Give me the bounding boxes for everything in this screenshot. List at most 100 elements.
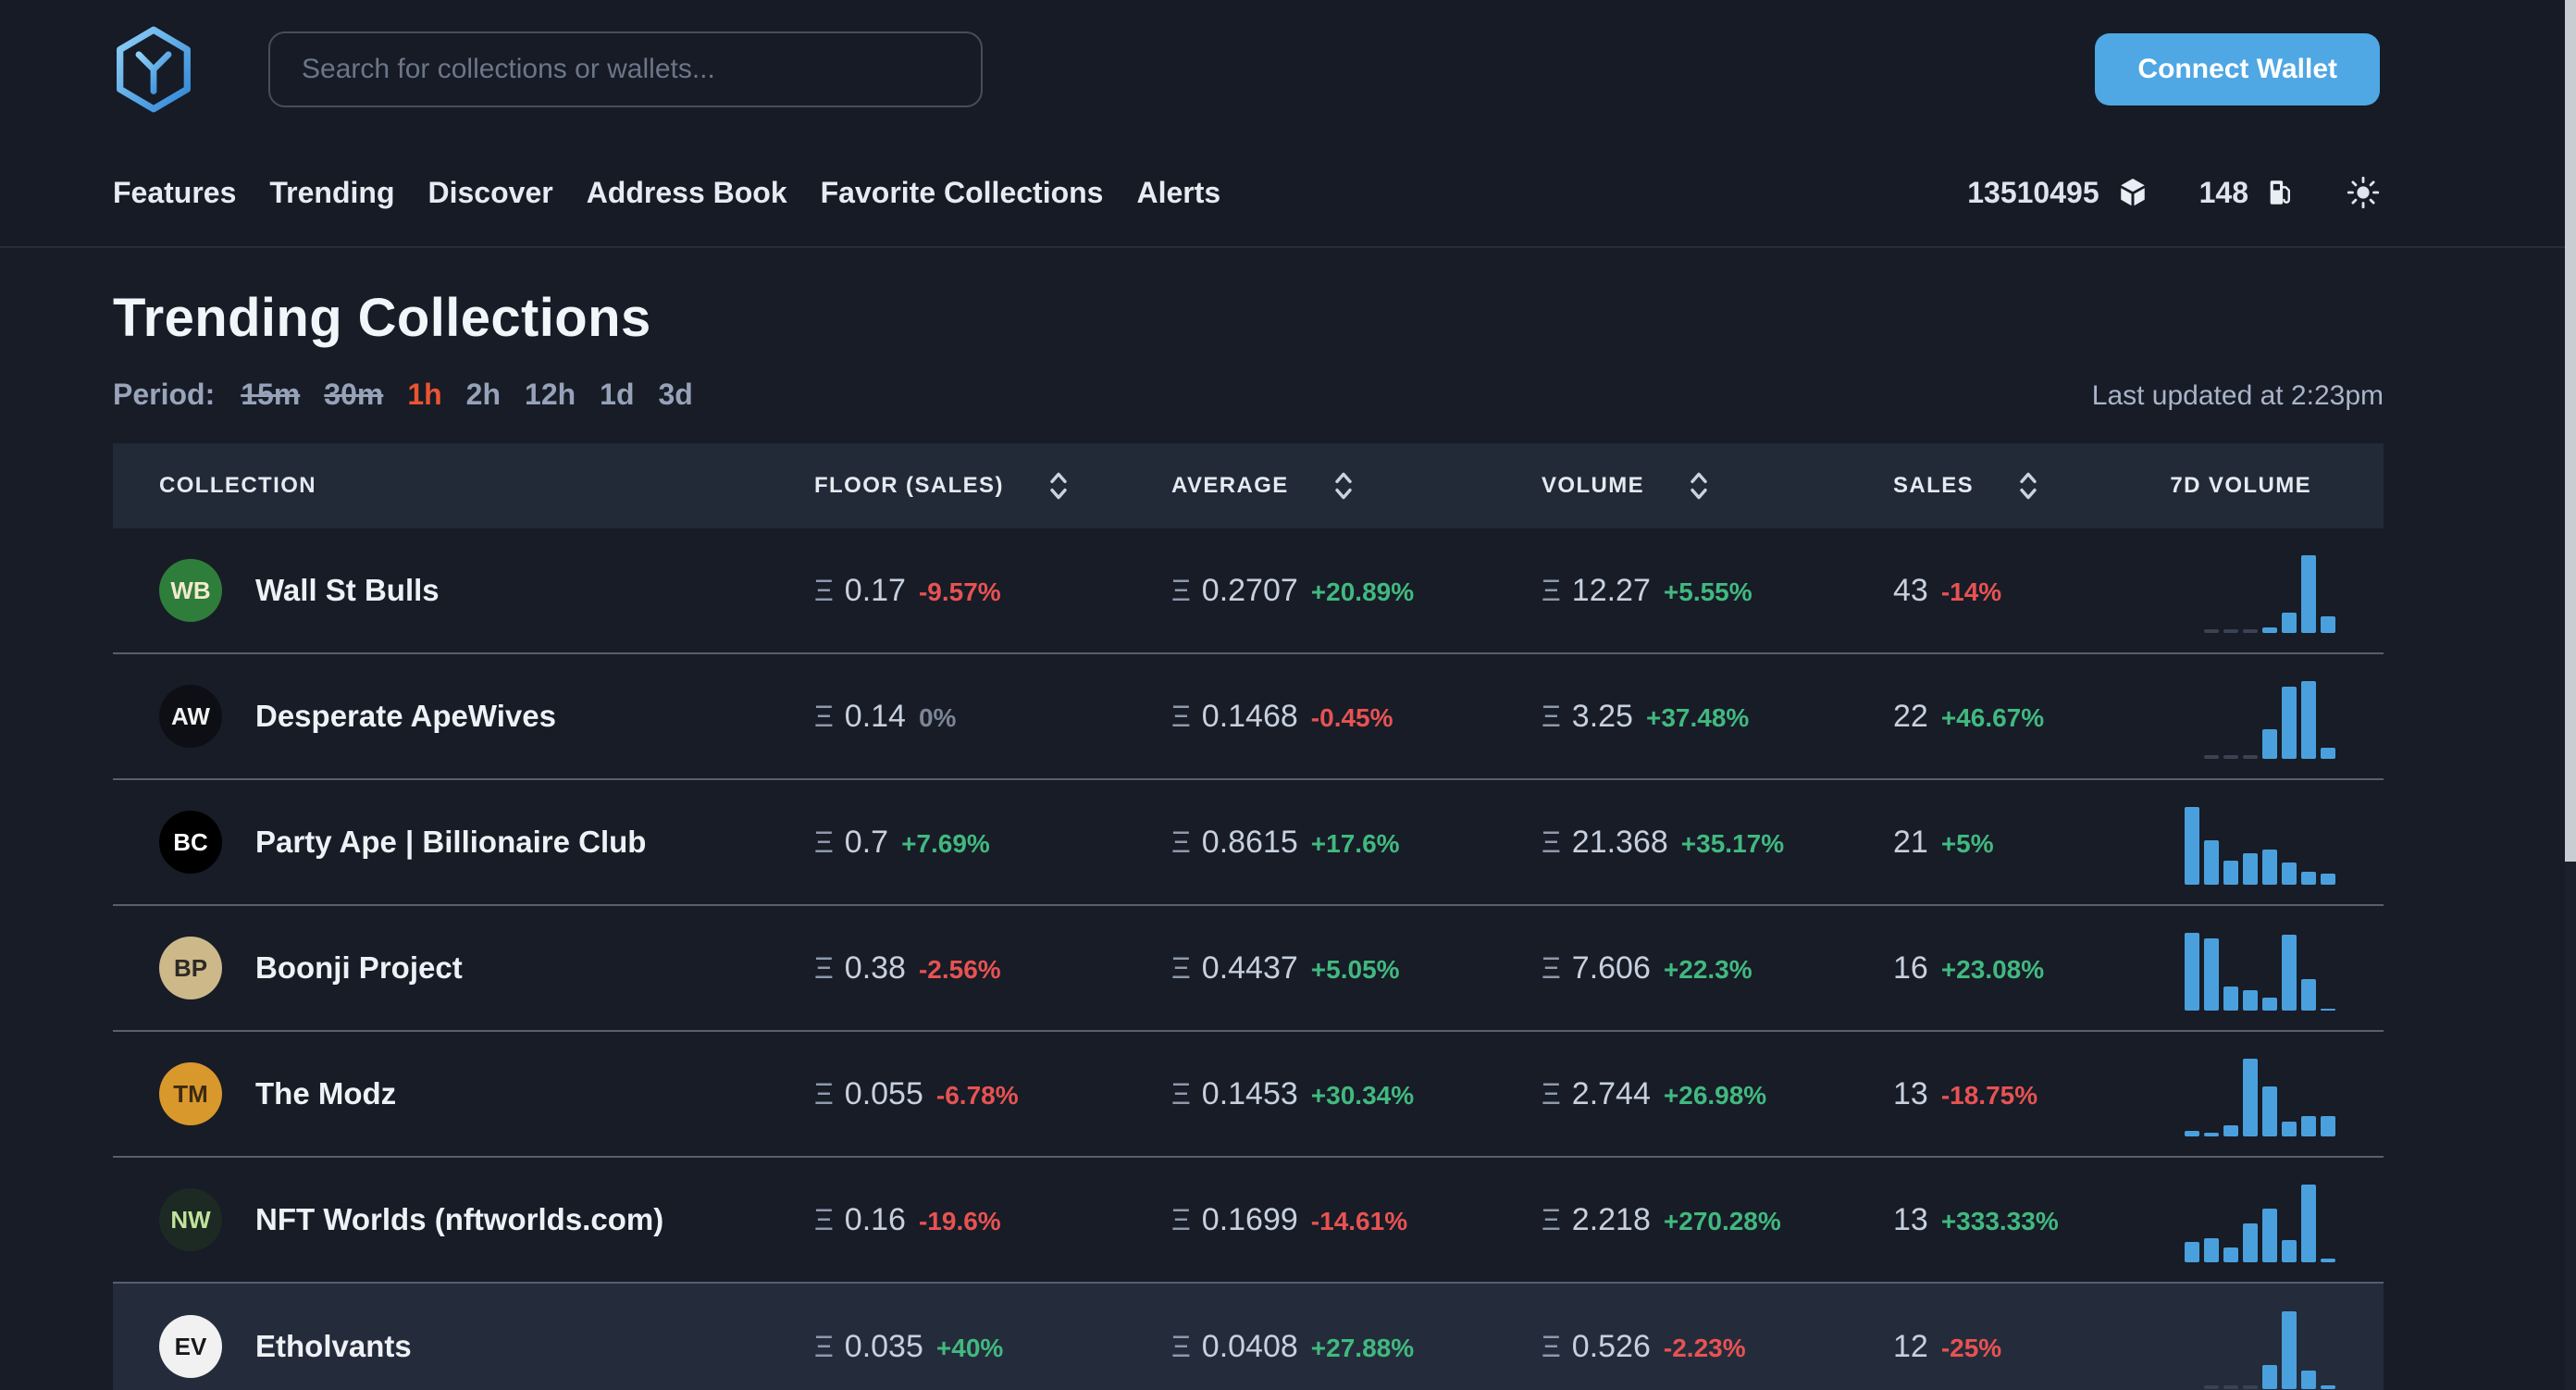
header: Connect Wallet Features Trending Discove… [0, 0, 2576, 248]
nav-item-discover[interactable]: Discover [427, 175, 553, 209]
floor-value: 0.055 [844, 1075, 923, 1111]
volume-change: +35.17% [1680, 828, 1785, 858]
header-top-bar: Connect Wallet [113, 0, 2380, 139]
column-header-7d-volume: 7D VOLUME [2169, 473, 2335, 499]
volume-change: +22.3% [1663, 954, 1752, 984]
volume-sparkline [2169, 1304, 2335, 1389]
collection-avatar: EV [159, 1315, 222, 1378]
collection-cell: BC Party Ape | Billionaire Club [159, 811, 814, 874]
nav-item-favorite-collections[interactable]: Favorite Collections [820, 175, 1104, 209]
eth-icon: Ξ [1171, 699, 1191, 733]
column-header-floor[interactable]: FLOOR (SALES) [814, 470, 1171, 502]
average-value: 0.2707 [1201, 572, 1298, 608]
average-change: +27.88% [1310, 1333, 1415, 1362]
search-input[interactable] [268, 31, 983, 107]
nav-item-features[interactable]: Features [113, 175, 237, 209]
column-header-volume[interactable]: VOLUME [1542, 470, 1893, 502]
period-option-1h[interactable]: 1h [407, 378, 442, 411]
period-option-2h[interactable]: 2h [465, 378, 502, 411]
sparkline-bar [2243, 990, 2258, 1011]
average-cell: Ξ 0.2707 +20.89% [1171, 573, 1542, 609]
volume-sparkline [2169, 925, 2335, 1011]
collection-cell: NW NFT Worlds (nftworlds.com) [159, 1188, 814, 1251]
column-label: FLOOR (SALES) [814, 473, 1004, 498]
gas-price-stat: 148 [2199, 176, 2297, 210]
sparkline-bar [2223, 1385, 2238, 1389]
sparkline-bar [2185, 807, 2199, 885]
volume-change: +37.48% [1645, 702, 1750, 732]
volume-sparkline [2169, 674, 2335, 759]
collection-name: Etholvants [255, 1329, 412, 1363]
floor-change: +40% [935, 1333, 1004, 1362]
eth-icon: Ξ [1171, 950, 1191, 985]
volume-value: 2.218 [1571, 1201, 1651, 1237]
column-header-average[interactable]: AVERAGE [1171, 470, 1542, 502]
volume-sparkline [2169, 800, 2335, 885]
table-row[interactable]: EV Etholvants Ξ 0.035 +40% Ξ 0.0408 +27.88% … [113, 1284, 2384, 1390]
period-option-3d[interactable]: 3d [658, 378, 693, 411]
sales-value: 21 [1893, 824, 1928, 860]
table-row[interactable]: BP Boonji Project Ξ 0.38 -2.56% Ξ 0.4437 +5.… [113, 906, 2384, 1032]
nav-item-trending[interactable]: Trending [269, 175, 395, 209]
sparkline-bar [2262, 1365, 2277, 1389]
sparkline-bar [2185, 1242, 2199, 1262]
collection-name: Boonji Project [255, 950, 463, 985]
collection-avatar: BP [159, 937, 222, 999]
sort-icon[interactable] [1689, 470, 1709, 502]
volume-cell: Ξ 0.526 -2.23% [1542, 1329, 1893, 1365]
volume-change: +26.98% [1663, 1080, 1767, 1110]
theme-toggle-button[interactable] [2347, 176, 2380, 209]
app-logo-icon[interactable] [113, 26, 194, 113]
sales-change: -18.75% [1940, 1080, 2038, 1110]
volume-sparkline [2169, 1051, 2335, 1136]
sparkline-bar [2262, 729, 2277, 759]
header-stats: 13510495 148 [1967, 176, 2380, 210]
average-change: +20.89% [1310, 577, 1415, 606]
period-option-15m[interactable]: 15m [241, 378, 301, 411]
eth-icon: Ξ [1542, 699, 1561, 733]
sales-change: -14% [1940, 577, 2002, 606]
scrollbar-track[interactable] [2565, 0, 2576, 1390]
sparkline-bar [2204, 629, 2219, 633]
table-row[interactable]: BC Party Ape | Billionaire Club Ξ 0.7 +7.6… [113, 780, 2384, 906]
sort-icon[interactable] [1048, 470, 1069, 502]
period-option-1d[interactable]: 1d [600, 378, 635, 411]
sparkline-bar [2301, 1185, 2316, 1262]
connect-wallet-button[interactable]: Connect Wallet [2095, 33, 2380, 105]
eth-icon: Ξ [1542, 1202, 1561, 1236]
average-value: 0.1453 [1201, 1075, 1298, 1111]
scrollbar-thumb[interactable] [2565, 0, 2576, 863]
sparkline-bar [2243, 1223, 2258, 1262]
eth-icon: Ξ [1171, 825, 1191, 859]
sun-icon [2347, 176, 2380, 209]
sparkline-bar [2223, 629, 2238, 633]
period-option-12h[interactable]: 12h [525, 378, 576, 411]
eth-icon: Ξ [814, 1329, 834, 1363]
table-row[interactable]: TM The Modz Ξ 0.055 -6.78% Ξ 0.1453 +30.34% … [113, 1032, 2384, 1158]
table-row[interactable]: NW NFT Worlds (nftworlds.com) Ξ 0.16 -19.6… [113, 1158, 2384, 1284]
nav-item-address-book[interactable]: Address Book [586, 175, 787, 209]
eth-icon: Ξ [1542, 1329, 1561, 1363]
eth-icon: Ξ [814, 1202, 834, 1236]
floor-value: 0.14 [844, 698, 906, 734]
period-option-30m[interactable]: 30m [324, 378, 384, 411]
sparkline-bar [2243, 629, 2258, 633]
eth-icon: Ξ [1542, 573, 1561, 607]
volume-change: +5.55% [1663, 577, 1752, 606]
table-row[interactable]: AW Desperate ApeWives Ξ 0.14 0% Ξ 0.1468 -0.… [113, 654, 2384, 780]
sales-value: 13 [1893, 1201, 1928, 1237]
average-cell: Ξ 0.1453 +30.34% [1171, 1076, 1542, 1112]
sparkline-bar [2204, 1385, 2219, 1389]
average-value: 0.8615 [1201, 824, 1298, 860]
sales-cell: 12 -25% [1893, 1329, 2169, 1365]
sort-icon[interactable] [2018, 470, 2038, 502]
volume-cell: Ξ 2.218 +270.28% [1542, 1202, 1893, 1238]
average-cell: Ξ 0.1699 -14.61% [1171, 1202, 1542, 1238]
sort-icon[interactable] [1333, 470, 1354, 502]
collection-cell: EV Etholvants [159, 1315, 814, 1378]
average-change: +5.05% [1310, 954, 1400, 984]
column-header-sales[interactable]: SALES [1893, 470, 2169, 502]
sparkline-bar [2185, 1131, 2199, 1136]
table-row[interactable]: WB Wall St Bulls Ξ 0.17 -9.57% Ξ 0.2707 +20.… [113, 528, 2384, 654]
nav-item-alerts[interactable]: Alerts [1136, 175, 1221, 209]
